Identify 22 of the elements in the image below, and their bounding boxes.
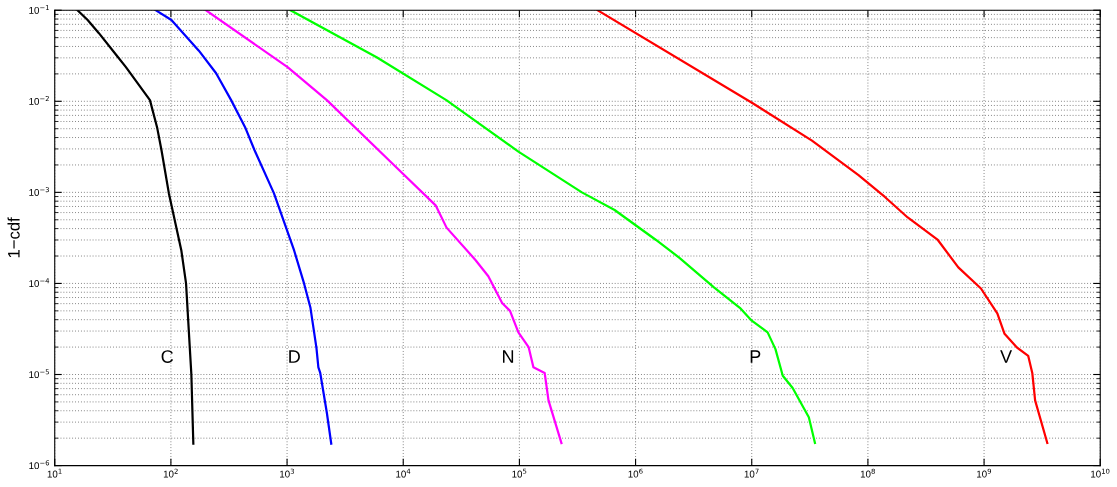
x-tick-label: 10$^{10}$ xyxy=(1091,468,1110,478)
x-tick-label: 10$^{2}$ xyxy=(163,468,178,478)
x-tick-label: 10$^{7}$ xyxy=(744,468,759,478)
y-tick-label: 10$^{−2}$ xyxy=(29,95,49,105)
series-label: P xyxy=(750,350,761,363)
y-tick-label: 10$^{−5}$ xyxy=(29,369,49,379)
y-tick-label: 10$^{−4}$ xyxy=(29,278,50,287)
y-tick-label: 10$^{−6}$ xyxy=(29,460,50,470)
x-tick-label: 10$^{4}$ xyxy=(396,468,411,478)
series-label: V xyxy=(1000,350,1013,363)
y-tick-label: 10$^{−3}$ xyxy=(29,187,49,196)
y-axis-title: 1−cdf xyxy=(7,217,20,258)
series-label: C xyxy=(161,350,174,363)
x-tick-label: 10$^{1}$ xyxy=(47,468,62,478)
x-tick-label: 10$^{3}$ xyxy=(280,468,294,478)
x-tick-label: 10$^{5}$ xyxy=(512,468,527,478)
series-label: N xyxy=(503,350,514,363)
series-label: D xyxy=(289,350,300,363)
x-tick-label: 10$^{6}$ xyxy=(628,468,643,478)
y-tick-label: 10$^{−1}$ xyxy=(29,5,49,14)
x-tick-label: 10$^{8}$ xyxy=(860,468,875,478)
x-tick-label: 10$^{9}$ xyxy=(977,468,992,478)
